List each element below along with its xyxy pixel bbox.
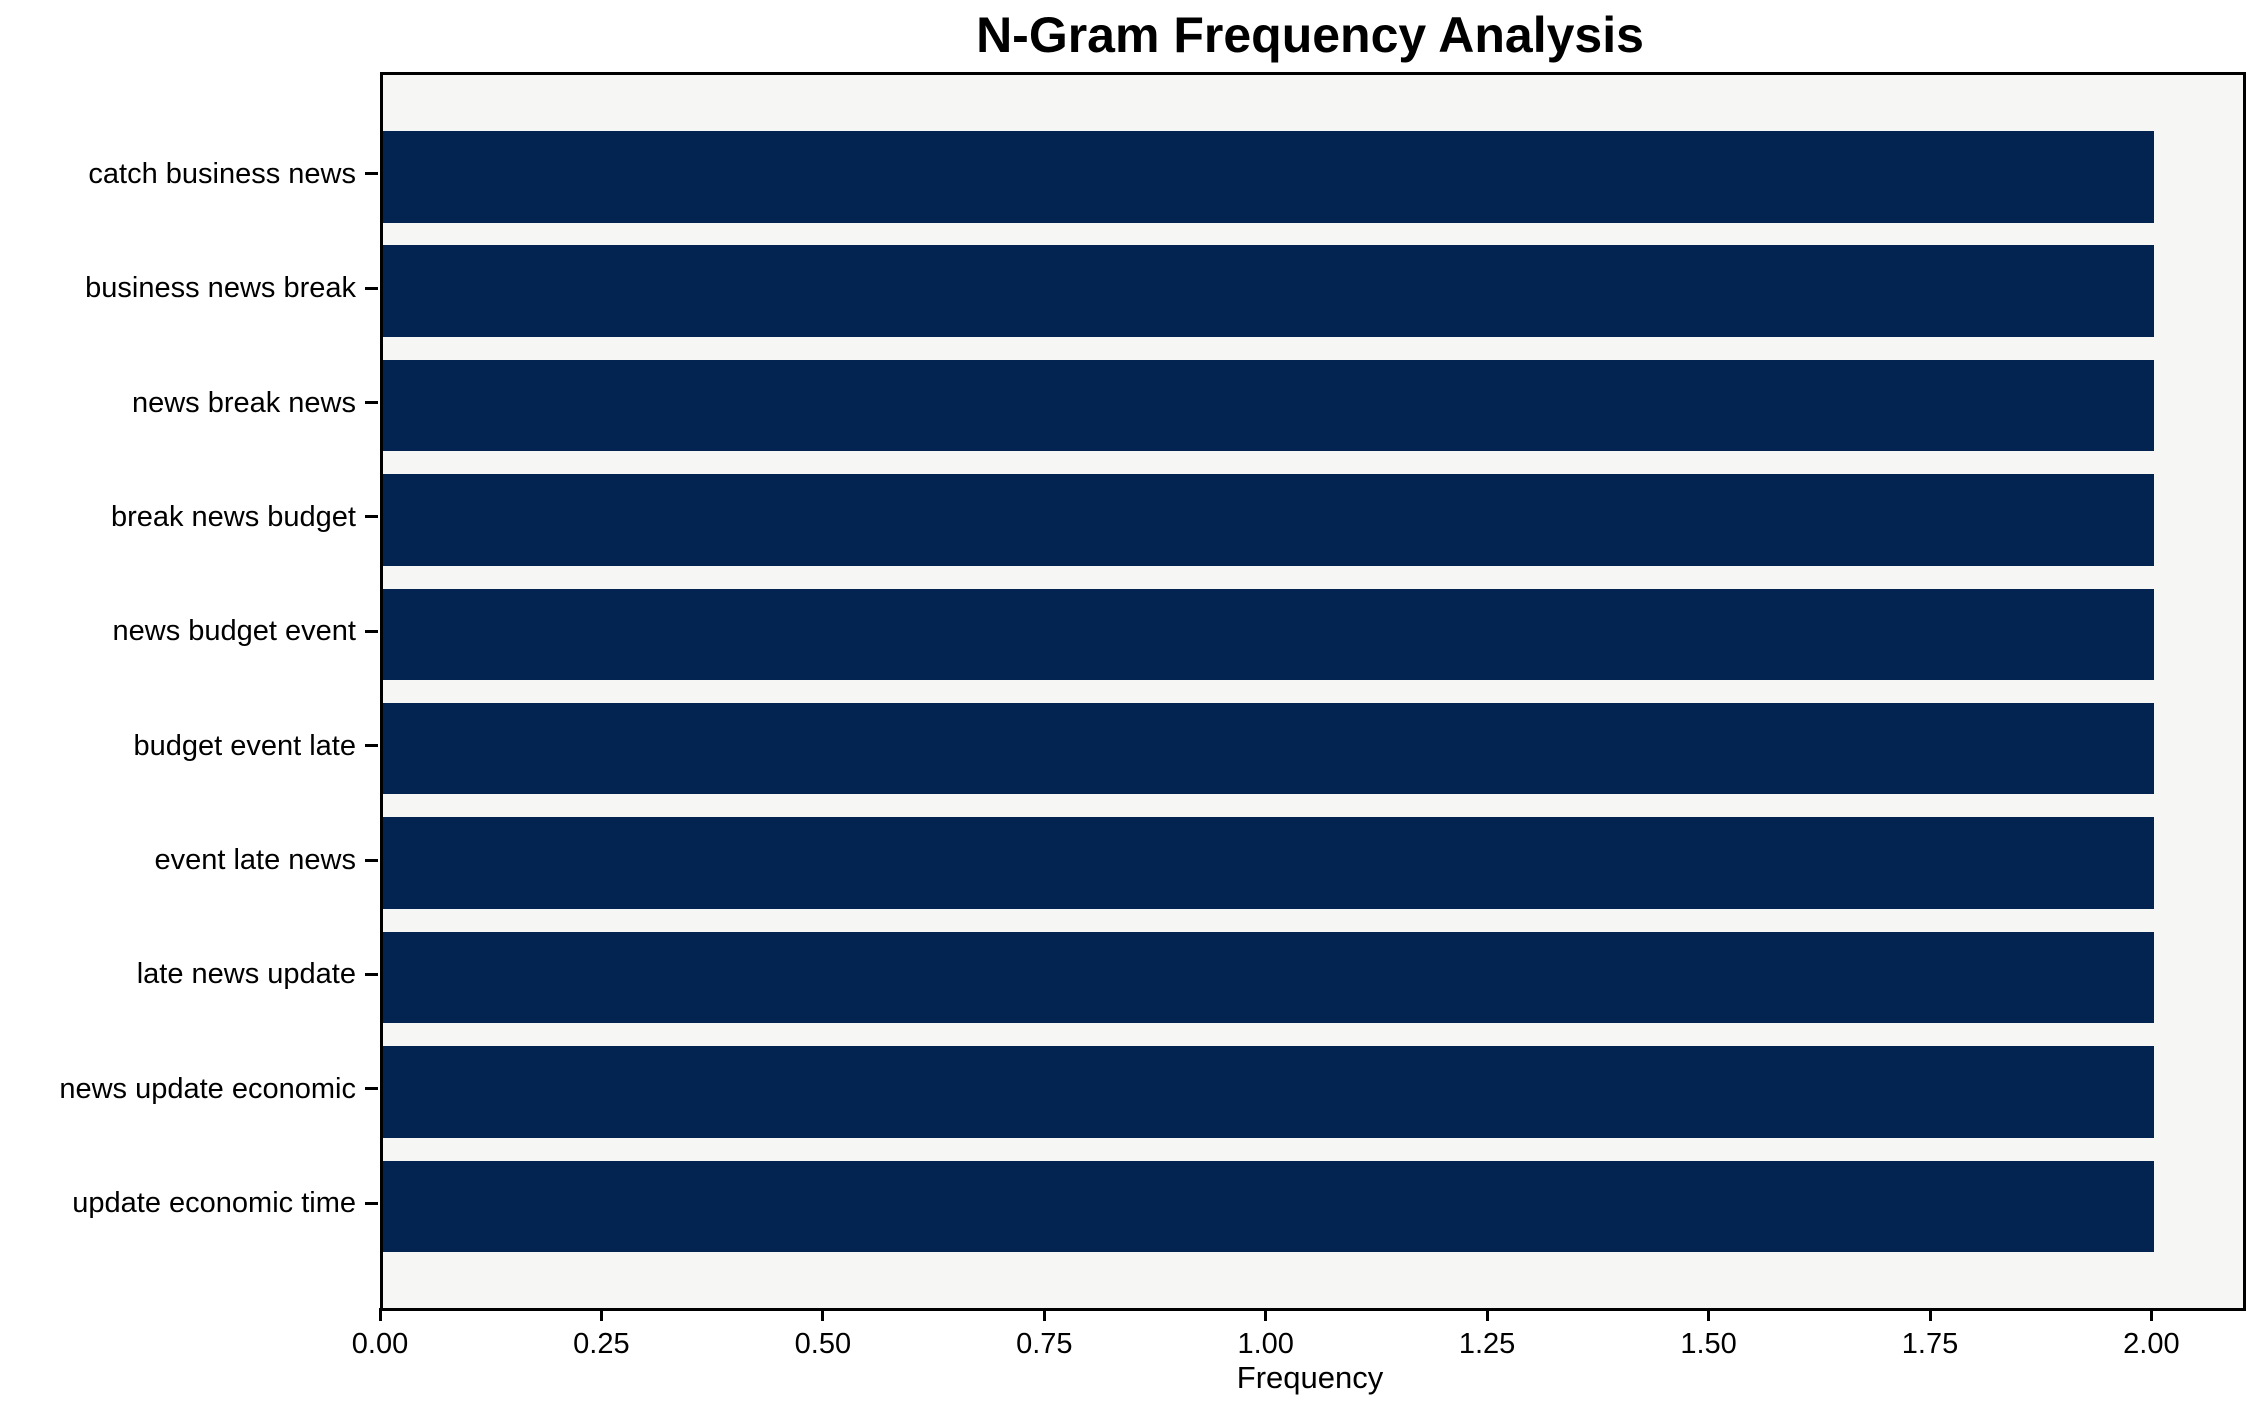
plot-area — [380, 72, 2246, 1311]
bar-late-news-update — [383, 931, 2155, 1024]
x-axis-title: Frequency — [1236, 1360, 1384, 1395]
bar-update-economic-time — [383, 1160, 2155, 1252]
x-tick-label: 1.25 — [1458, 1328, 1516, 1360]
y-tick-mark — [365, 744, 378, 748]
x-tick-label: 0.75 — [1016, 1328, 1073, 1360]
y-tick-mark — [365, 972, 378, 976]
x-tick-mark — [1485, 1308, 1489, 1321]
y-tick-mark — [365, 515, 378, 519]
x-tick-label: 1.00 — [1237, 1328, 1294, 1360]
x-tick-label: 1.75 — [1901, 1328, 1959, 1360]
bar-business-news-break — [383, 245, 2155, 337]
y-tick-mark — [365, 1087, 378, 1091]
chart-title: N-Gram Frequency Analysis — [976, 7, 1644, 63]
x-tick-label: 0.25 — [573, 1328, 630, 1360]
x-tick-mark — [1707, 1308, 1711, 1321]
y-tick-mark — [365, 401, 378, 405]
y-tick-label: update economic time — [72, 1187, 356, 1220]
bar-news-break-news — [383, 359, 2155, 452]
y-tick-label: news update economic — [59, 1072, 356, 1105]
x-tick-mark — [599, 1308, 603, 1321]
y-tick-label: late news update — [136, 958, 356, 991]
x-tick-label: 1.50 — [1680, 1328, 1737, 1360]
y-tick-mark — [365, 858, 378, 862]
x-tick-mark — [378, 1308, 382, 1321]
x-tick-label: 2.00 — [2123, 1328, 2180, 1360]
x-tick-label: 0.00 — [351, 1328, 409, 1360]
y-tick-mark — [365, 172, 378, 176]
x-tick-mark — [1042, 1308, 1046, 1321]
bar-catch-business-news — [383, 131, 2155, 223]
y-tick-mark — [365, 629, 378, 633]
bar-break-news-budget — [383, 474, 2155, 566]
x-tick-mark — [1264, 1308, 1268, 1321]
x-tick-mark — [821, 1308, 825, 1321]
y-tick-label: break news budget — [110, 500, 356, 533]
y-tick-mark — [365, 286, 378, 290]
bar-news-budget-event — [383, 588, 2155, 681]
y-tick-label: business news break — [85, 272, 356, 305]
y-tick-label: event late news — [154, 844, 356, 877]
bar-event-late-news — [383, 817, 2155, 909]
x-tick-mark — [1928, 1308, 1932, 1321]
y-tick-label: catch business news — [88, 157, 356, 190]
x-axis-ticks: 0.00 0.25 0.50 0.75 1.00 1.25 1.50 1.75 2.00 — [352, 1308, 2240, 1414]
bar-news-update-economic — [383, 1046, 2155, 1138]
x-tick-label: 0.50 — [794, 1328, 852, 1360]
y-axis-labels: catch business news business news break ne… — [0, 72, 356, 1305]
bar-budget-event-late — [383, 702, 2155, 795]
y-tick-label: budget event late — [133, 729, 356, 762]
y-tick-label: news break news — [131, 386, 356, 419]
x-tick-mark — [2149, 1308, 2153, 1321]
y-tick-label: news budget event — [112, 615, 356, 648]
y-tick-mark — [365, 1201, 378, 1205]
